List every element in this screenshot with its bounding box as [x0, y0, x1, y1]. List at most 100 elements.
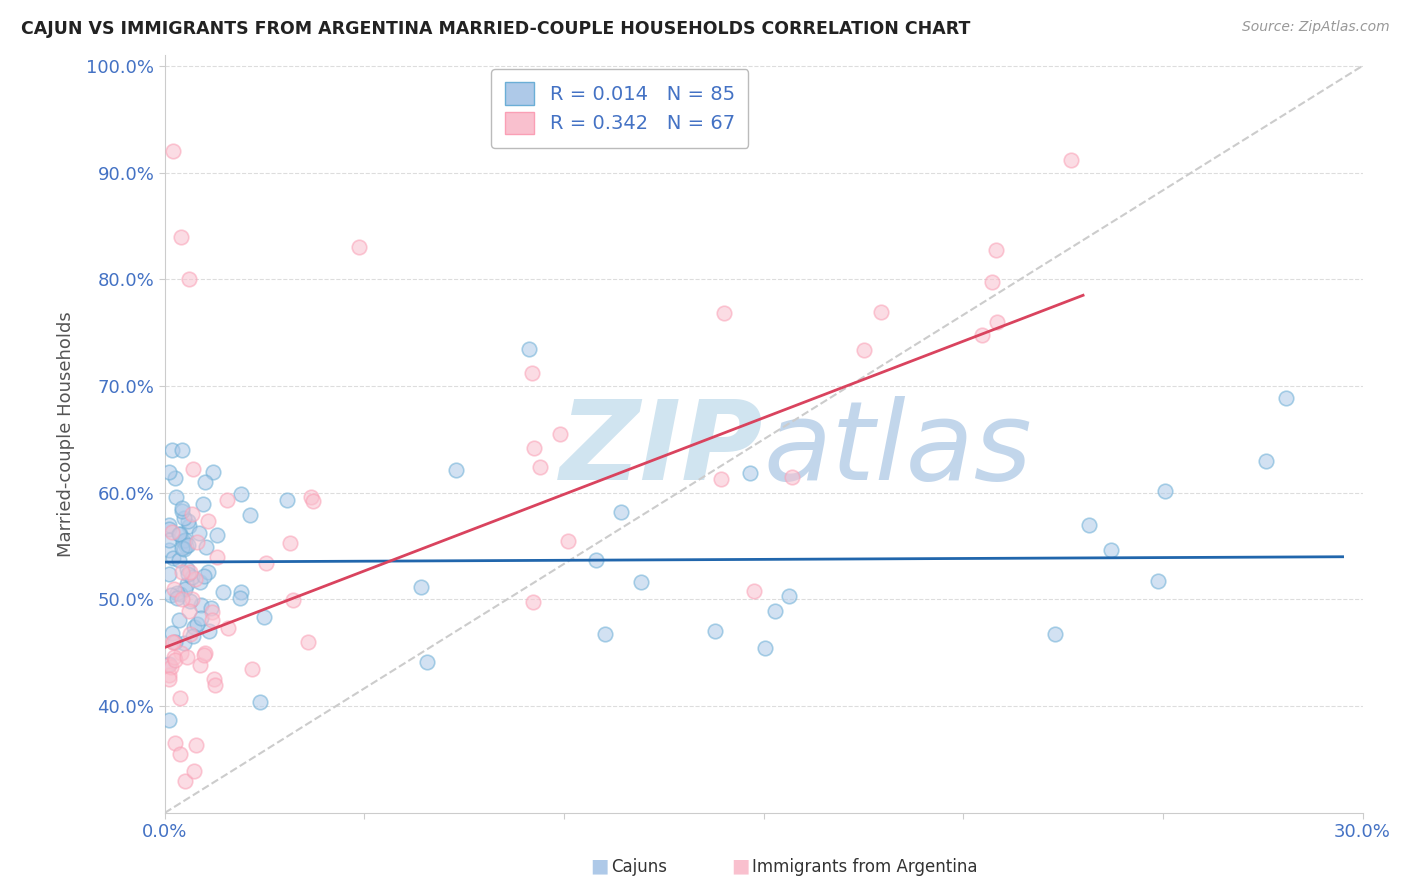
Point	[217, 621, 239, 635]
Point	[349, 240, 371, 254]
Text: Cajuns: Cajuns	[612, 858, 668, 876]
Point	[200, 600, 222, 615]
Point	[853, 343, 876, 357]
Point	[183, 572, 205, 586]
Point	[169, 691, 191, 706]
Point	[211, 585, 233, 599]
Point	[986, 244, 1008, 258]
Point	[202, 672, 225, 686]
Point	[523, 441, 546, 455]
Point	[239, 508, 262, 522]
Point	[610, 505, 633, 519]
Point	[229, 591, 252, 605]
Point	[169, 747, 191, 762]
Point	[166, 586, 188, 600]
Point	[184, 738, 207, 752]
Point	[183, 628, 205, 642]
Point	[254, 556, 277, 570]
Point	[167, 526, 190, 541]
Point	[165, 490, 187, 504]
Point	[1147, 574, 1170, 588]
Point	[177, 537, 200, 551]
Point	[174, 539, 197, 553]
Point	[585, 553, 607, 567]
Point	[163, 471, 186, 485]
Point	[231, 584, 253, 599]
Point	[1154, 483, 1177, 498]
Point	[198, 624, 221, 638]
Point	[205, 528, 228, 542]
Point	[215, 492, 238, 507]
Point	[179, 594, 201, 608]
Point	[202, 465, 225, 479]
Point	[186, 534, 208, 549]
Point	[201, 613, 224, 627]
Point	[517, 342, 540, 356]
Point	[177, 514, 200, 528]
Point	[409, 580, 432, 594]
Point	[557, 534, 579, 549]
Point	[276, 493, 298, 508]
Point	[194, 646, 217, 660]
Point	[170, 500, 193, 515]
Point	[181, 462, 204, 476]
Point	[446, 463, 468, 477]
Point	[870, 305, 893, 319]
Point	[278, 535, 301, 549]
Point	[179, 519, 201, 533]
Point	[170, 591, 193, 606]
Point	[197, 566, 219, 580]
Text: ZIP: ZIP	[560, 396, 763, 503]
Point	[763, 604, 786, 618]
Point	[188, 657, 211, 672]
Point	[162, 551, 184, 566]
Point	[197, 514, 219, 528]
Point	[176, 577, 198, 591]
Point	[165, 652, 187, 666]
Point	[183, 764, 205, 778]
Point	[283, 593, 305, 607]
Point	[157, 543, 180, 558]
Point	[297, 635, 319, 649]
Point	[157, 667, 180, 681]
Point	[157, 518, 180, 533]
Point	[188, 575, 211, 590]
Point	[163, 649, 186, 664]
Point	[162, 524, 184, 539]
Point	[1254, 454, 1277, 468]
Point	[162, 442, 184, 457]
Point	[204, 678, 226, 692]
Point	[180, 570, 202, 584]
Point	[174, 533, 197, 547]
Point	[1275, 391, 1298, 405]
Point	[986, 315, 1008, 329]
Point	[177, 272, 200, 286]
Point	[176, 562, 198, 576]
Point	[179, 627, 201, 641]
Point	[970, 328, 993, 343]
Point	[157, 566, 180, 581]
Point	[170, 565, 193, 579]
Point	[191, 497, 214, 511]
Point	[754, 641, 776, 656]
Point	[169, 526, 191, 541]
Point	[173, 773, 195, 788]
Point	[181, 591, 204, 606]
Point	[157, 657, 180, 672]
Legend: R = 0.014   N = 85, R = 0.342   N = 67: R = 0.014 N = 85, R = 0.342 N = 67	[491, 69, 748, 147]
Text: Source: ZipAtlas.com: Source: ZipAtlas.com	[1241, 20, 1389, 34]
Point	[172, 534, 194, 549]
Point	[550, 427, 572, 442]
Point	[778, 590, 800, 604]
Text: ■: ■	[731, 857, 749, 876]
Point	[183, 620, 205, 634]
Point	[193, 648, 215, 662]
Text: Immigrants from Argentina: Immigrants from Argentina	[752, 858, 977, 876]
Point	[1060, 153, 1083, 167]
Point	[162, 635, 184, 649]
Point	[190, 599, 212, 613]
Point	[981, 275, 1004, 289]
Text: CAJUN VS IMMIGRANTS FROM ARGENTINA MARRIED-COUPLE HOUSEHOLDS CORRELATION CHART: CAJUN VS IMMIGRANTS FROM ARGENTINA MARRI…	[21, 20, 970, 37]
Point	[522, 366, 544, 380]
Point	[179, 565, 201, 579]
